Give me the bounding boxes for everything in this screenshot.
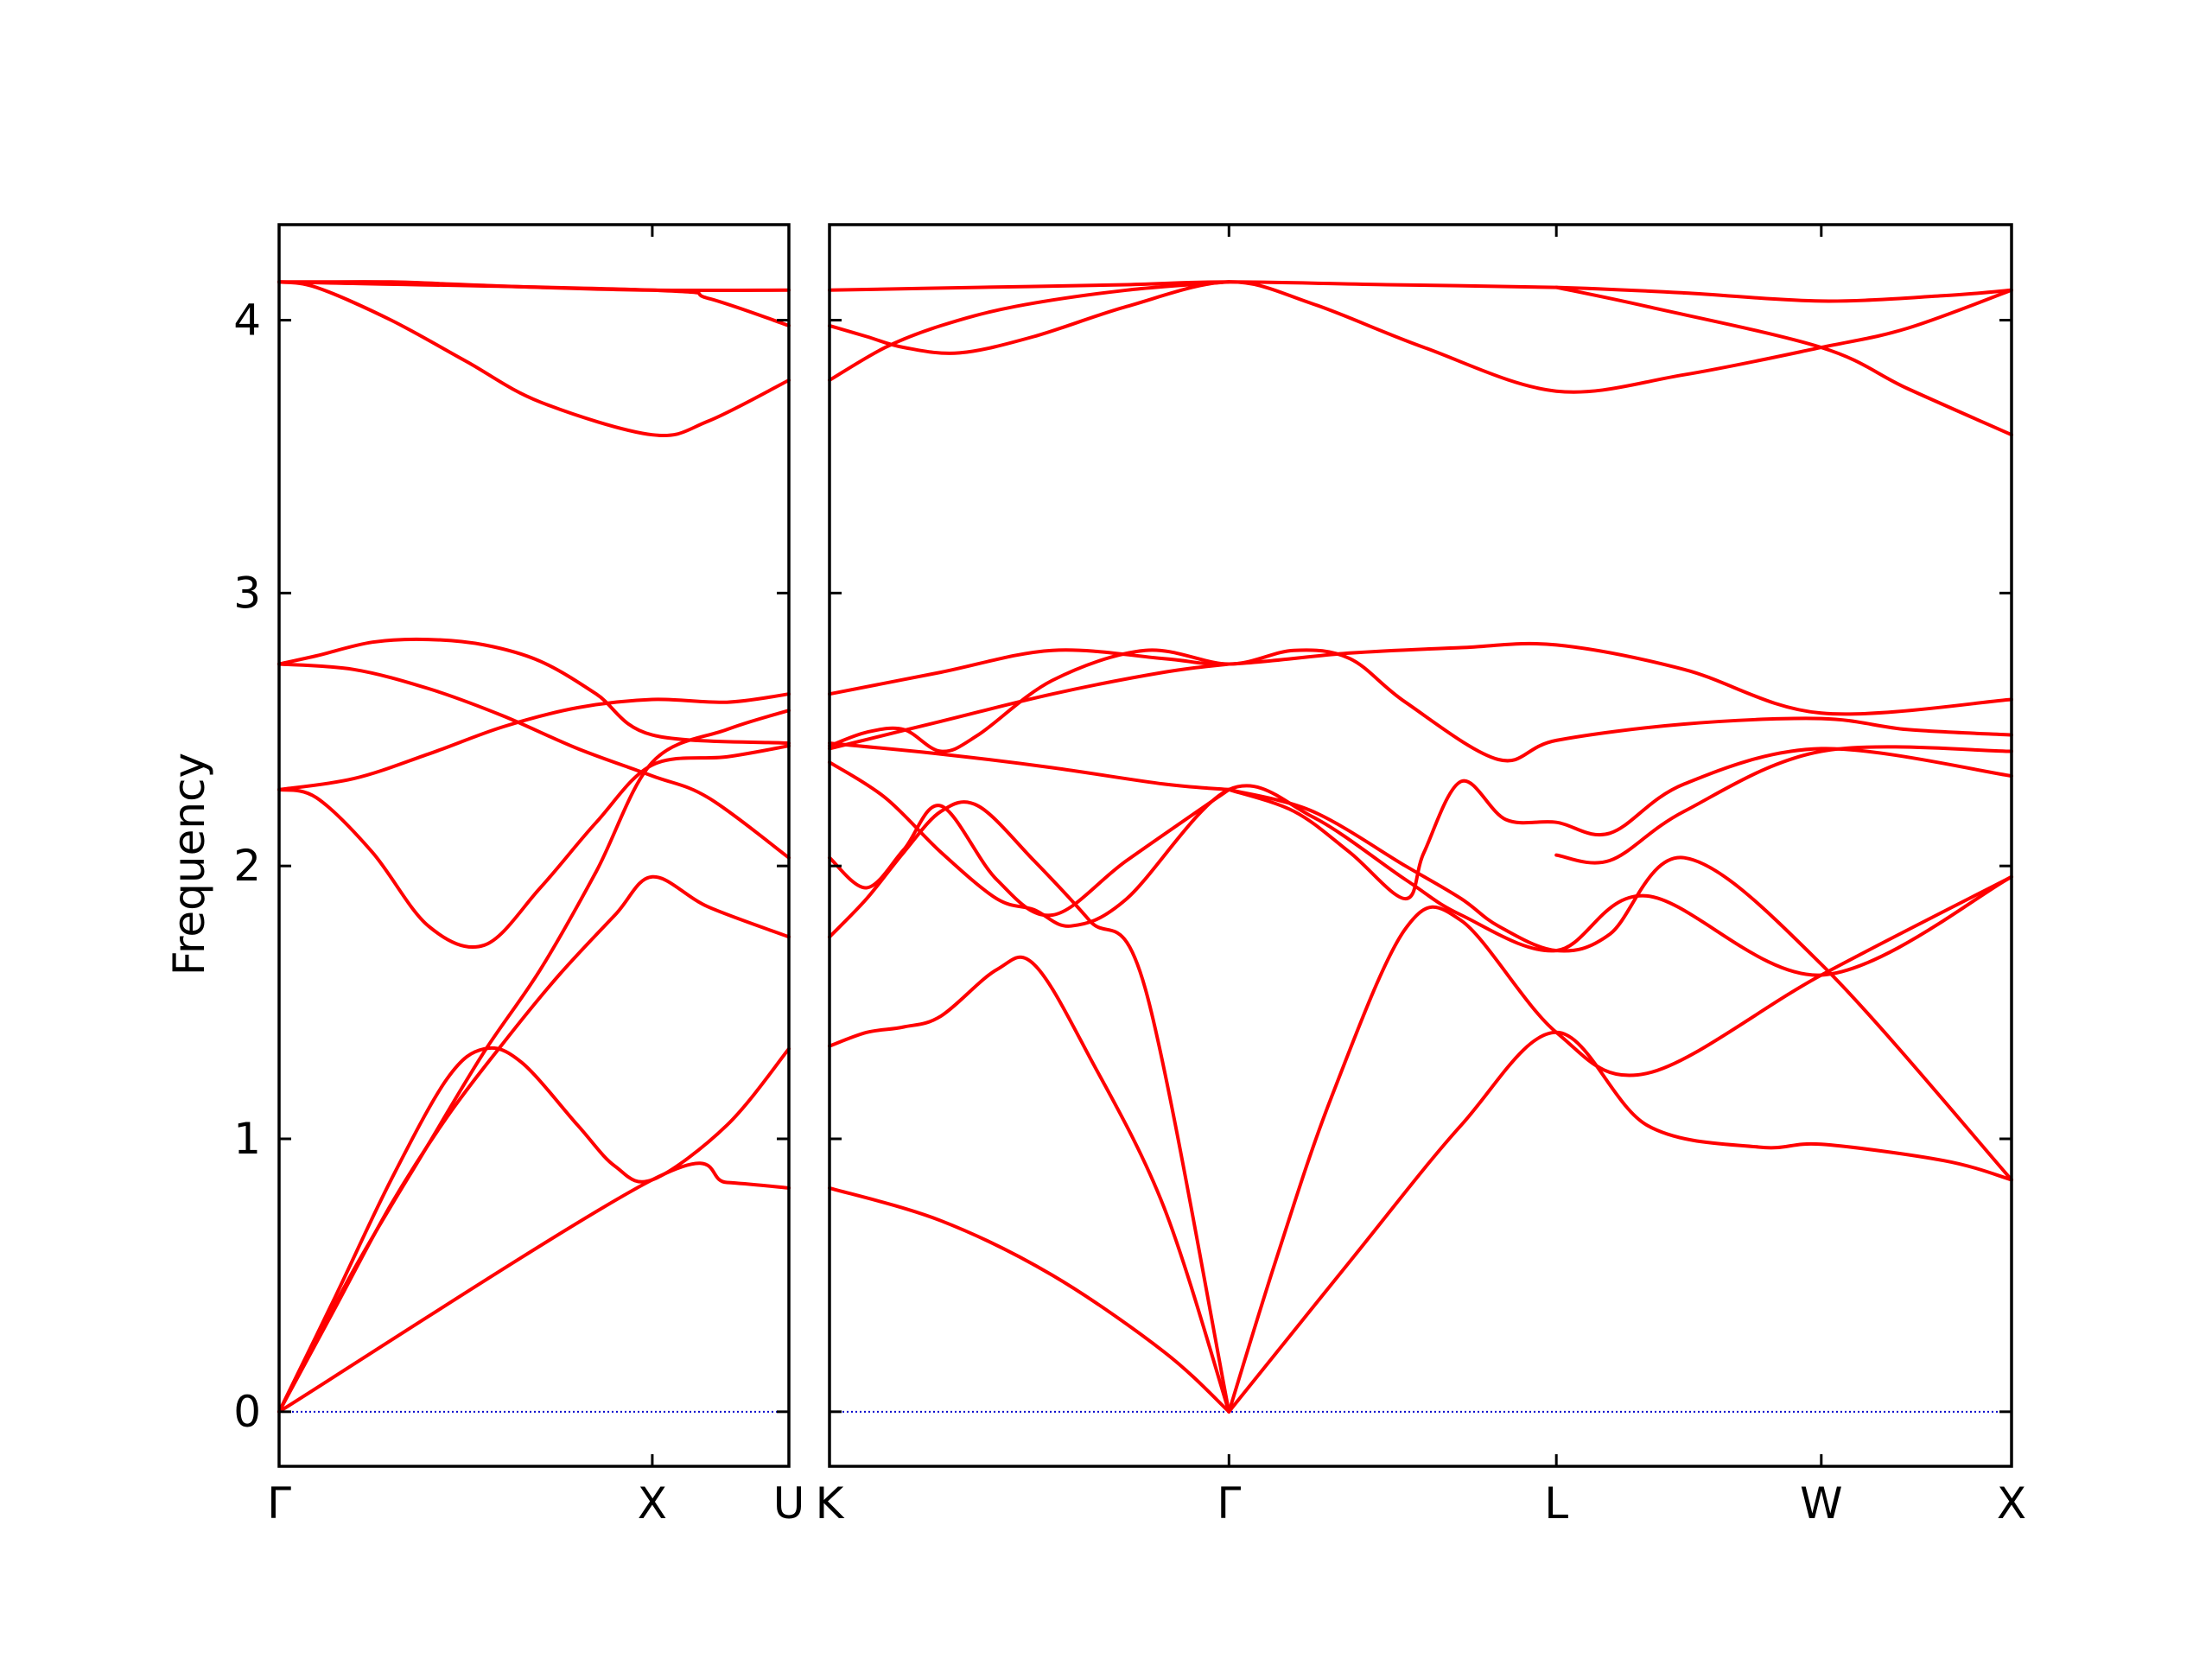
x-tick-label: Γ	[1217, 1478, 1241, 1529]
y-tick-labels: 0 1 2 3 4	[233, 296, 261, 1437]
band-line-17	[1227, 1030, 2013, 1414]
band-line-4	[1554, 285, 2013, 437]
band-line-18	[828, 1185, 1231, 1414]
band-line-15	[828, 955, 1231, 1414]
band-line-5	[277, 662, 791, 860]
panel-frame	[828, 223, 2013, 1468]
x-tick-label: Γ	[267, 1478, 291, 1529]
band-line-9	[828, 760, 2013, 977]
y-tick-label: 4	[233, 296, 261, 346]
band-line-6	[277, 692, 791, 791]
band-line-11	[277, 1161, 791, 1414]
band-line-12	[1227, 747, 2013, 901]
band-line-7	[277, 744, 791, 950]
y-tick-label: 1	[233, 1114, 261, 1164]
band-line-8	[277, 874, 791, 1414]
band-line-3	[277, 280, 791, 327]
band-line-7	[828, 662, 1231, 751]
band-line-2	[277, 280, 791, 437]
band-line-3	[828, 280, 2013, 394]
band-line-11	[828, 787, 1231, 918]
panel-frame	[277, 223, 791, 1468]
band-line-10	[1227, 787, 2013, 1182]
band-line-10	[277, 709, 791, 1414]
band-line-13	[1554, 745, 2013, 865]
band-line-14	[828, 800, 1231, 1414]
x-tick-label: U	[773, 1478, 805, 1529]
band-line-2	[828, 280, 1231, 382]
band-line-16	[1227, 874, 2013, 1414]
band-line-1	[828, 280, 2013, 303]
x-tick-label: K	[816, 1478, 845, 1529]
band-line-6	[828, 648, 2013, 763]
band-line-9	[277, 1046, 791, 1414]
y-axis-label: Frequency	[164, 753, 214, 976]
y-tick-label: 0	[233, 1387, 261, 1437]
y-tick-label: 3	[233, 568, 261, 618]
band-line-4	[277, 637, 791, 746]
x-tick-label: X	[638, 1478, 667, 1529]
x-tick-label: X	[1997, 1478, 2026, 1529]
x-tick-label: L	[1544, 1478, 1568, 1529]
band-line-5	[828, 641, 2013, 716]
y-tick-label: 2	[233, 841, 261, 891]
band-line-8	[828, 741, 1231, 791]
x-tick-label: W	[1800, 1478, 1842, 1529]
